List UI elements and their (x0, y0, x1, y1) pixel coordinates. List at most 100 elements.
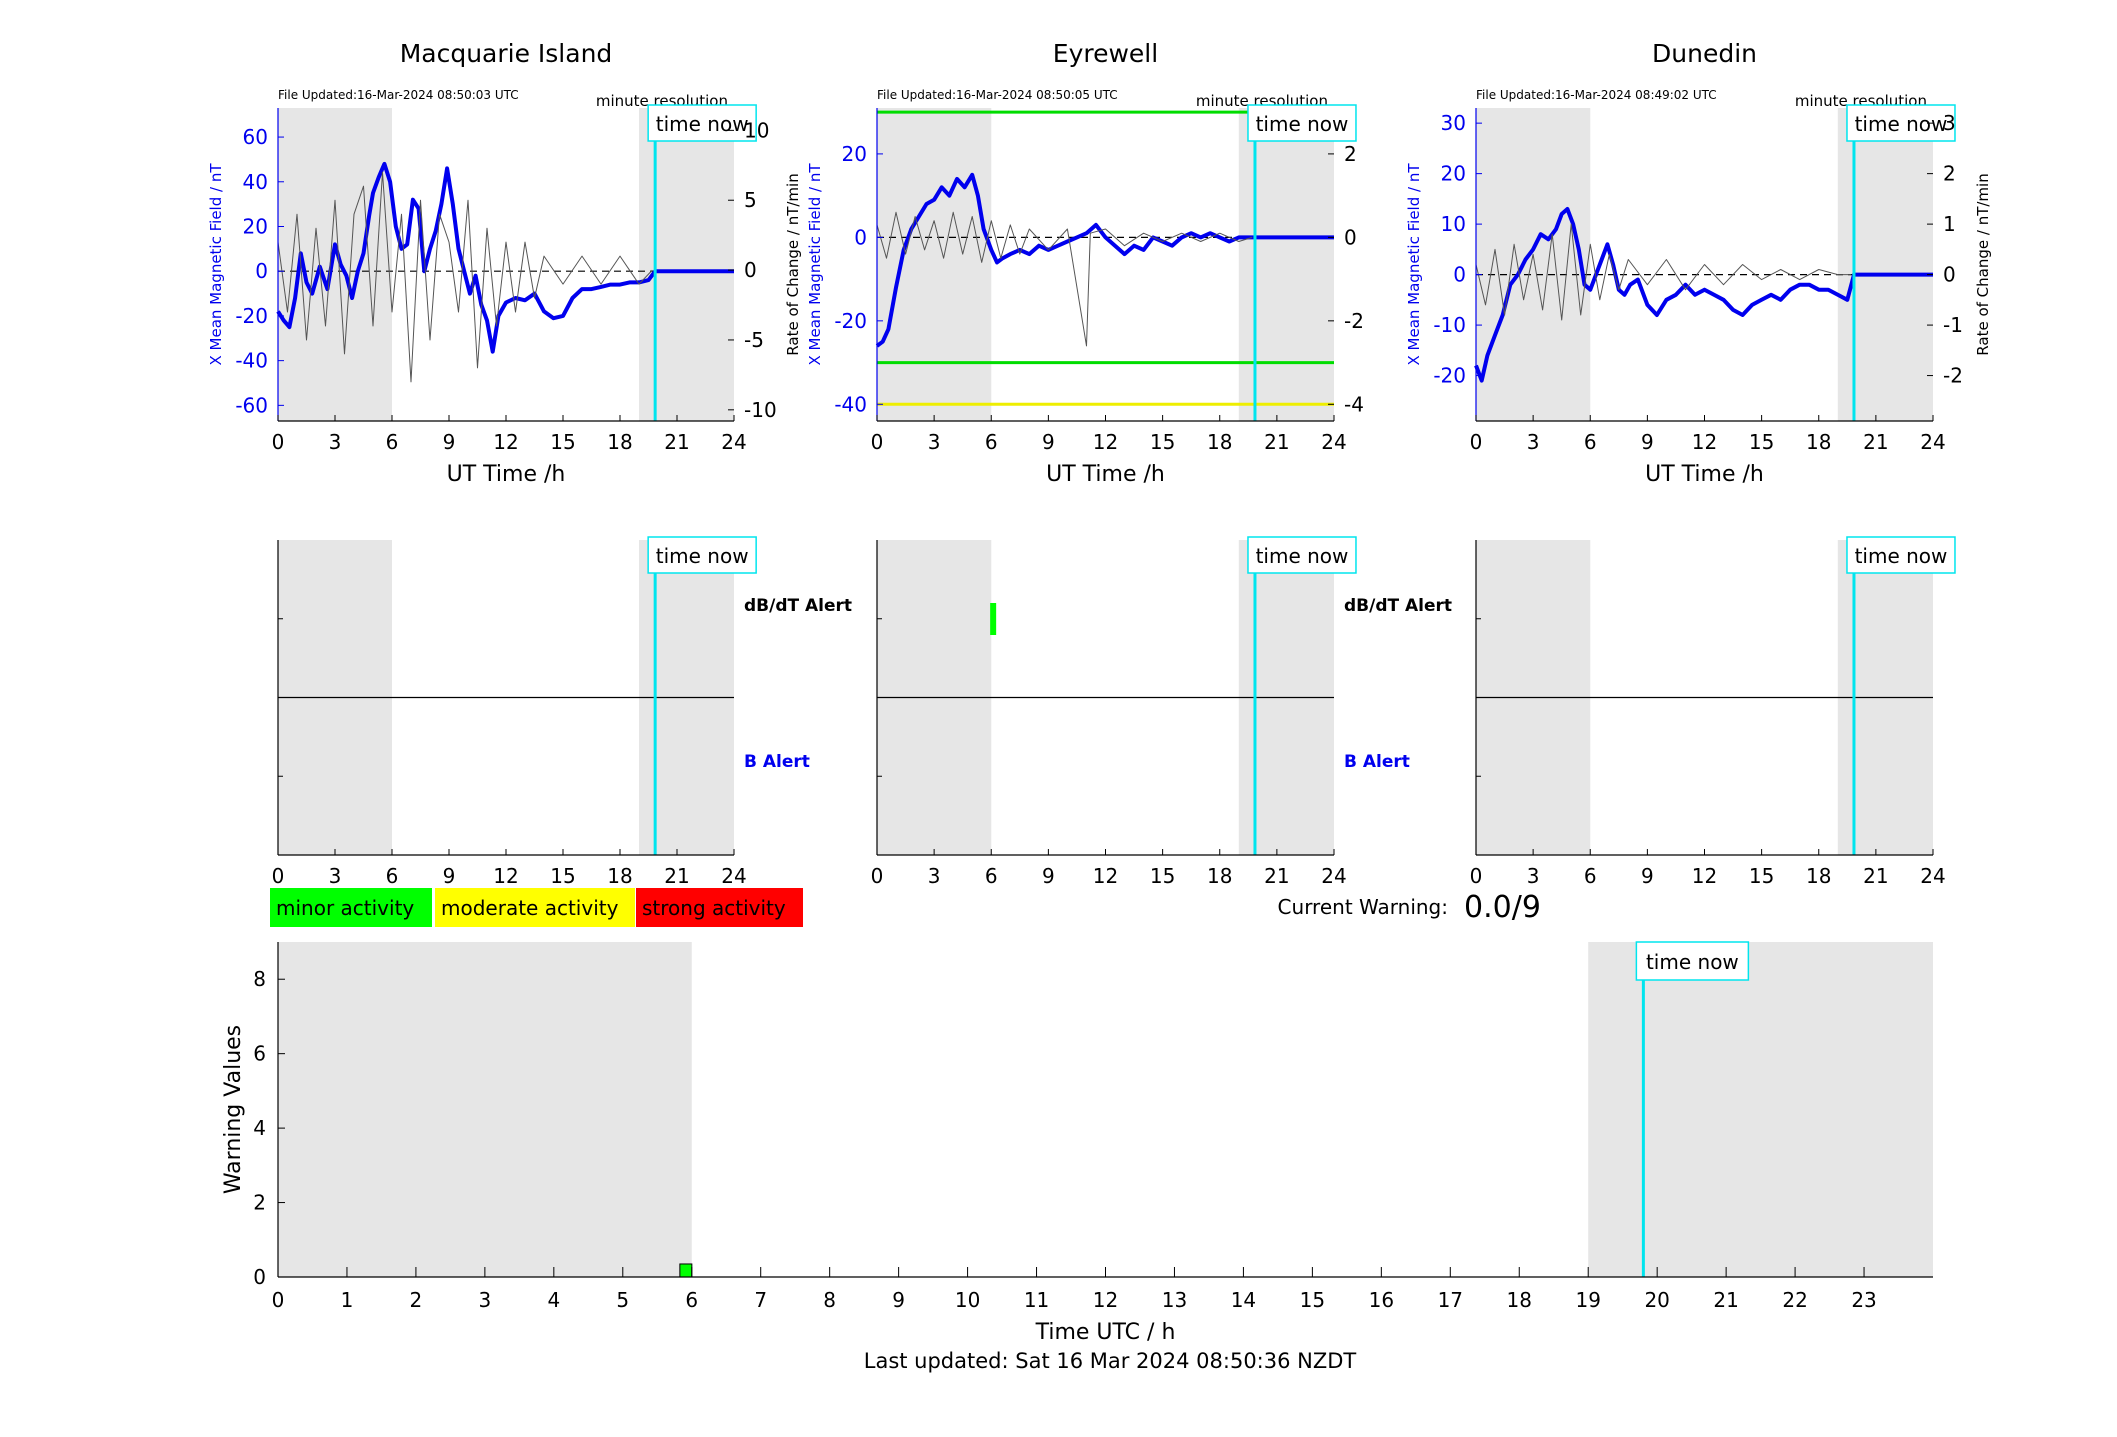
x-tick-label: 19 (1575, 1288, 1600, 1312)
x-axis-label: UT Time /h (447, 462, 566, 487)
x-tick-label: 12 (1093, 430, 1118, 454)
x-tick-label: 21 (1863, 430, 1888, 454)
y-tick-label: 10 (1441, 212, 1466, 236)
time-now-label: time now (1256, 544, 1349, 568)
x-tick-label: 24 (721, 864, 746, 888)
y-tick-label: -20 (834, 309, 867, 333)
x-tick-label: 15 (1150, 864, 1175, 888)
y-tick-label: 30 (1441, 111, 1466, 135)
x-tick-label: 21 (664, 864, 689, 888)
x-tick-label: 0 (871, 430, 884, 454)
plot-title: Dunedin (1652, 39, 1757, 68)
y2-tick-label: 3 (1943, 111, 1956, 135)
time-now-label: time now (1855, 544, 1948, 568)
x-tick-label: 15 (1300, 1288, 1325, 1312)
y-axis-label: Warning Values (221, 1025, 246, 1194)
x-tick-label: 0 (272, 864, 285, 888)
x-tick-label: 18 (607, 430, 632, 454)
night-shade (1238, 108, 1334, 421)
y-tick-label: -40 (235, 349, 268, 373)
legend-label: strong activity (642, 896, 786, 920)
x-tick-label: 11 (1024, 1288, 1049, 1312)
x-tick-label: 18 (1806, 430, 1831, 454)
x-tick-label: 10 (955, 1288, 980, 1312)
x-tick-label: 21 (664, 430, 689, 454)
legend-swatch (270, 888, 432, 927)
x-tick-label: 12 (1692, 430, 1717, 454)
x-tick-label: 21 (1713, 1288, 1738, 1312)
night-shade (1837, 108, 1933, 421)
y2-tick-label: -5 (744, 328, 764, 352)
y2-tick-label: -2 (1344, 309, 1364, 333)
x-tick-label: 0 (1470, 864, 1483, 888)
y-tick-label: -20 (235, 304, 268, 328)
time-now-box (647, 104, 757, 142)
x-tick-label: 7 (754, 1288, 767, 1312)
y-tick-label: 6 (253, 1042, 266, 1066)
x-tick-label: 0 (871, 864, 884, 888)
x-tick-label: 3 (329, 864, 342, 888)
x-tick-label: 18 (1507, 1288, 1532, 1312)
x-tick-label: 6 (985, 864, 998, 888)
x-tick-label: 6 (386, 430, 399, 454)
x-tick-label: 14 (1231, 1288, 1256, 1312)
y-tick-label: 0 (253, 1265, 266, 1289)
rate-of-change-series (1475, 223, 1852, 321)
x-tick-label: 15 (1749, 864, 1774, 888)
y2-axis-label: Rate of Change / nT/min (1974, 173, 1992, 355)
x-tick-label: 20 (1644, 1288, 1669, 1312)
x-tick-label: 2 (410, 1288, 423, 1312)
dbdt-alert-mark (990, 603, 997, 635)
station-plot-0: Macquarie Island File Updated:16-Mar-2024… (207, 39, 777, 487)
y-tick-label: 20 (1441, 162, 1466, 186)
x-tick-label: 8 (823, 1288, 836, 1312)
x-tick-label: 16 (1369, 1288, 1394, 1312)
x-tick-label: 9 (1641, 430, 1654, 454)
y2-tick-label: 0 (744, 258, 757, 282)
station-plot-2: Dunedin File Updated:16-Mar-2024 08:49:02… (1405, 39, 1992, 487)
file-updated-text: File Updated:16-Mar-2024 08:49:02 UTC (1476, 88, 1717, 102)
x-tick-label: 5 (616, 1288, 629, 1312)
x-tick-label: 3 (329, 430, 342, 454)
file-updated-text: File Updated:16-Mar-2024 08:50:03 UTC (278, 88, 519, 102)
time-now-label: time now (1646, 950, 1739, 974)
x-tick-label: 24 (1321, 430, 1346, 454)
x-tick-label: 3 (928, 864, 941, 888)
x-tick-label: 6 (386, 864, 399, 888)
y-tick-label: 60 (243, 125, 268, 149)
x-tick-label: 0 (1470, 430, 1483, 454)
x-tick-label: 17 (1438, 1288, 1463, 1312)
x-tick-label: 9 (443, 430, 456, 454)
y2-tick-label: -10 (744, 398, 777, 422)
y-tick-label: -40 (834, 392, 867, 416)
y-tick-label: 20 (243, 214, 268, 238)
x-axis-label: UT Time /h (1046, 462, 1165, 487)
time-now-box (1846, 536, 1956, 574)
y-axis-label: X Mean Magnetic Field / nT (806, 163, 824, 366)
x-tick-label: 24 (721, 430, 746, 454)
y-tick-label: 0 (255, 259, 268, 283)
y-tick-label: -10 (1433, 313, 1466, 337)
plot-title: Macquarie Island (400, 39, 613, 68)
y-tick-label: 20 (842, 142, 867, 166)
x-tick-label: 3 (928, 430, 941, 454)
y-tick-label: 4 (253, 1116, 266, 1140)
night-shade (1476, 108, 1591, 421)
x-tick-label: 9 (1641, 864, 1654, 888)
time-now-box (647, 536, 757, 574)
x-tick-label: 21 (1264, 430, 1289, 454)
alert-panel-1: time now 0 3 6 9 12 15 18 21 24 dB/dT Alert B Alert (871, 536, 1452, 888)
rate-of-change-series (277, 171, 653, 383)
x-tick-label: 0 (272, 1288, 285, 1312)
x-tick-label: 12 (493, 430, 518, 454)
y2-tick-label: 2 (1943, 162, 1956, 186)
y-tick-label: 40 (243, 170, 268, 194)
rate-of-change-series (876, 211, 1253, 347)
y2-tick-label: 5 (744, 188, 757, 212)
x-tick-label: 9 (892, 1288, 905, 1312)
dbdt-alert-label: dB/dT Alert (1344, 596, 1452, 616)
time-now-label: time now (656, 112, 749, 136)
y-axis-label: X Mean Magnetic Field / nT (207, 163, 225, 366)
time-now-box (1247, 536, 1357, 574)
